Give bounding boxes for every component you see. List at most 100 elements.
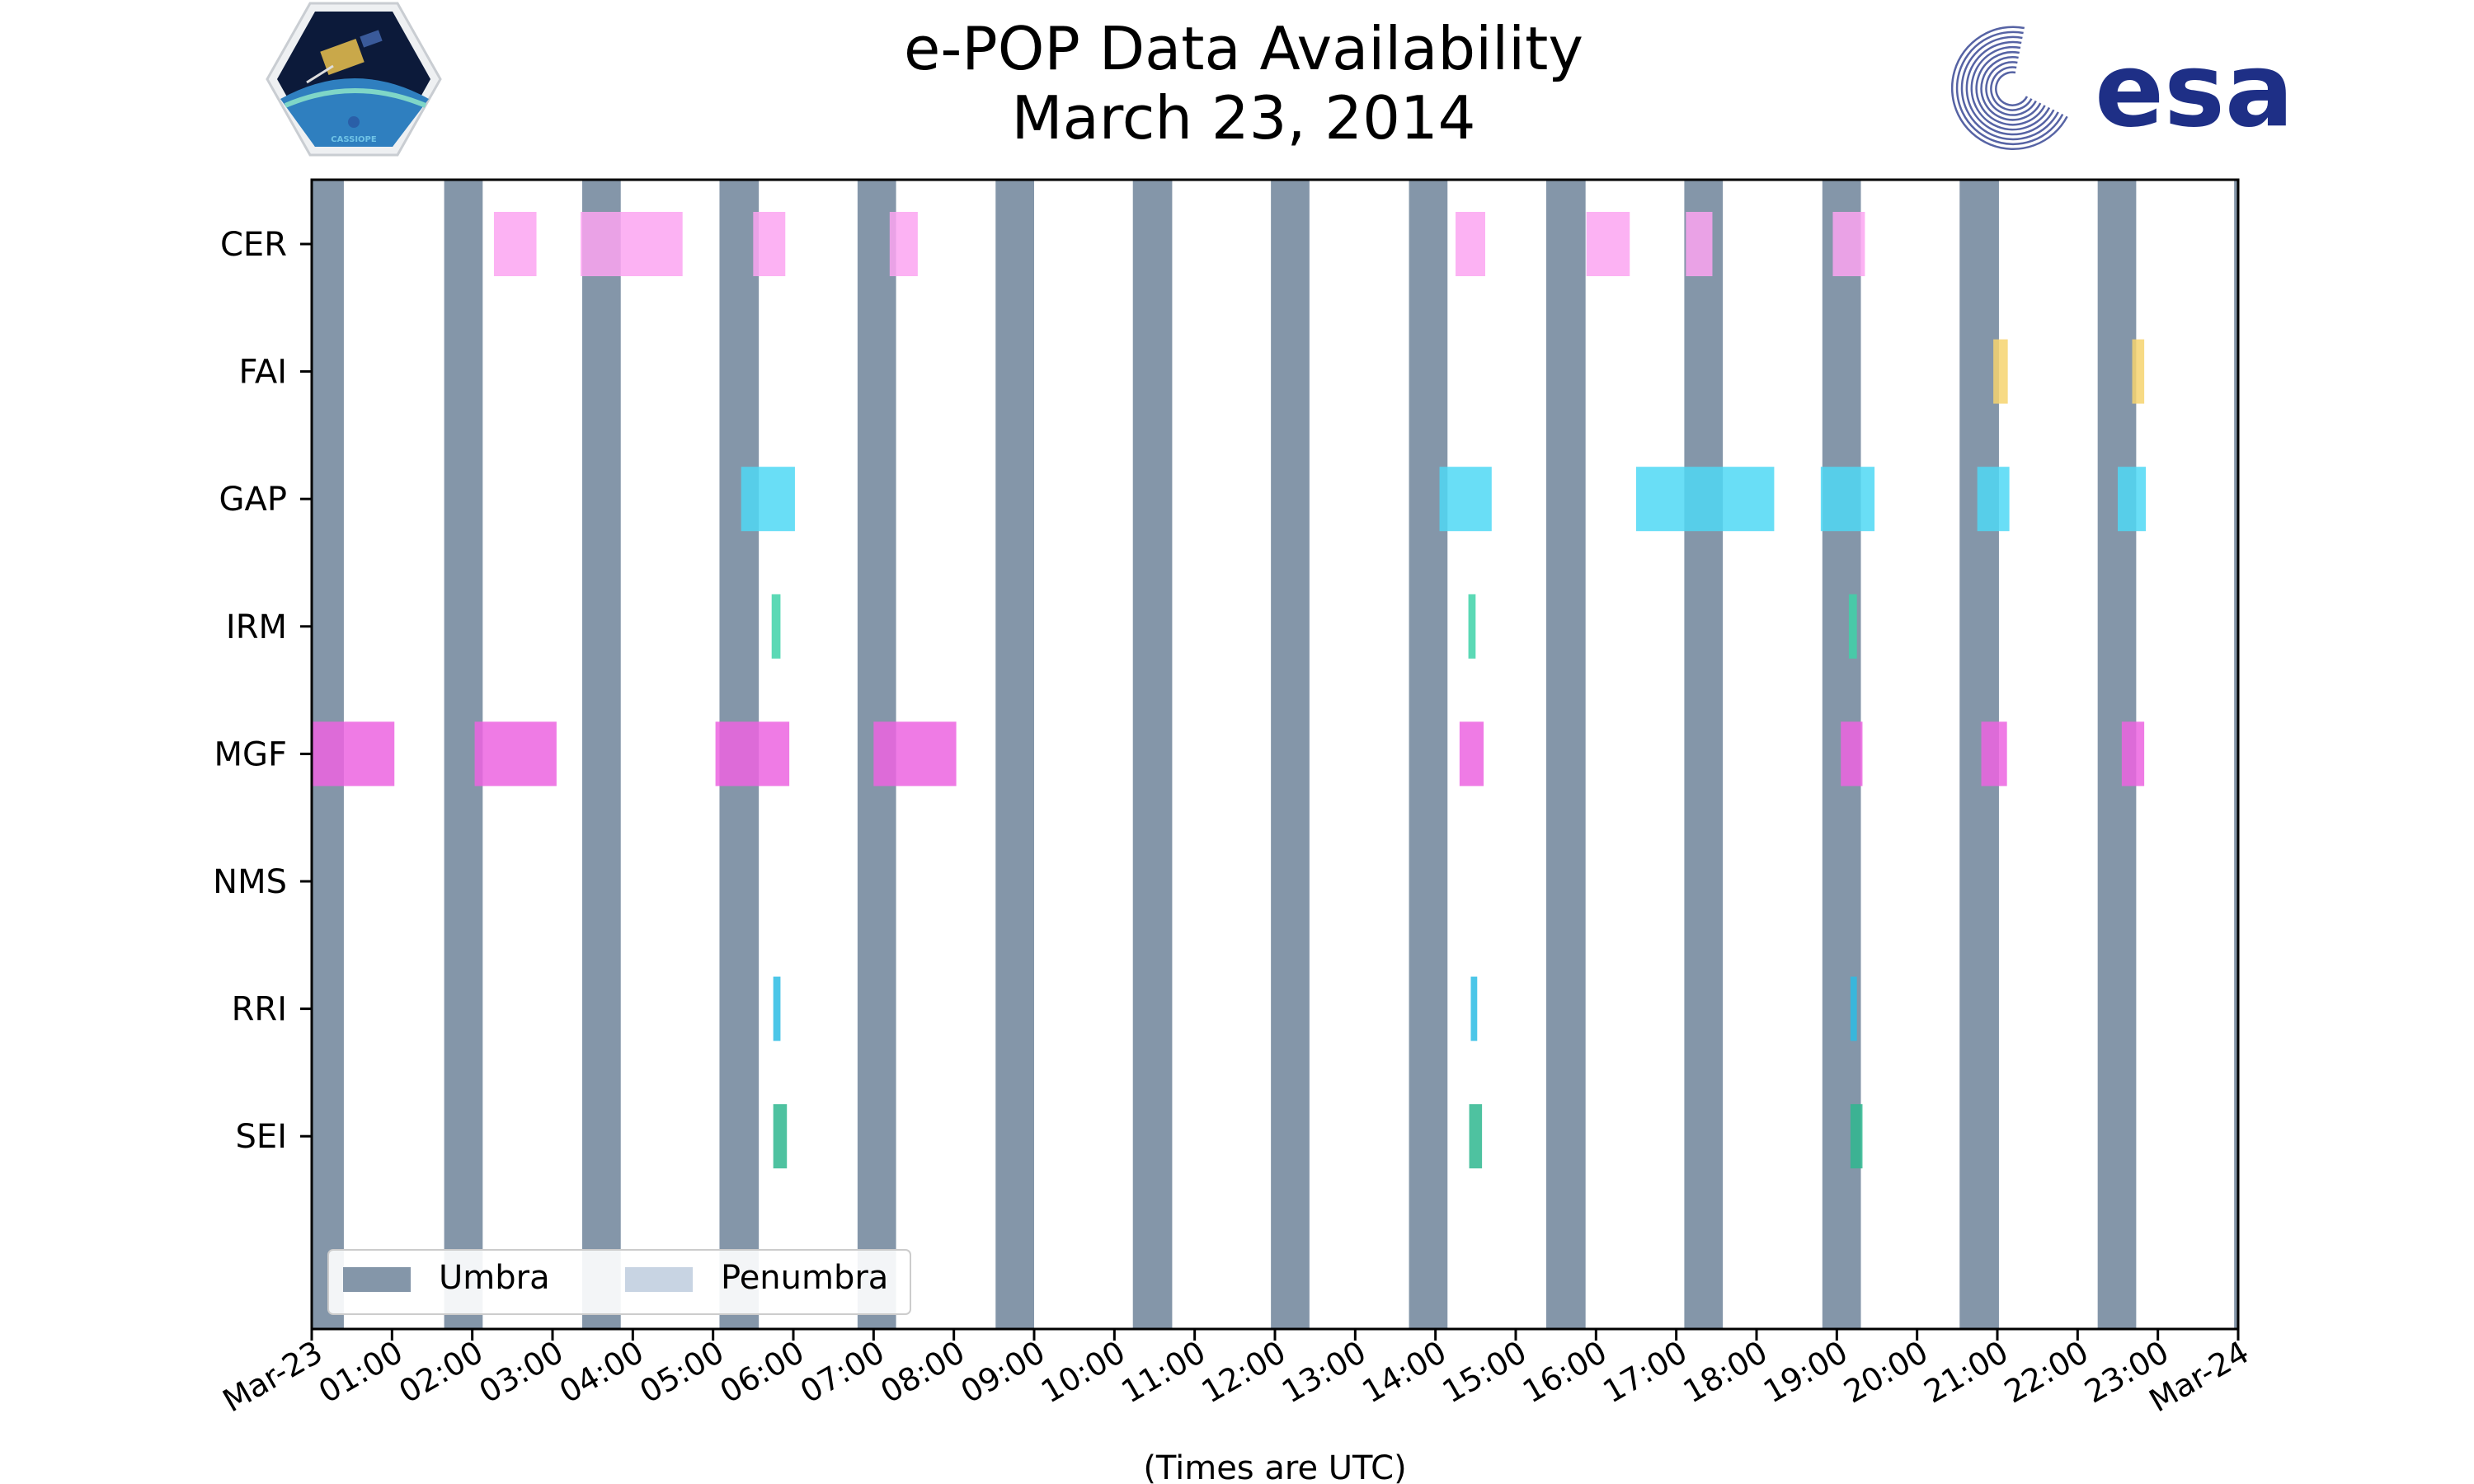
legend-penumbra-swatch — [625, 1267, 693, 1292]
x-axis-ticks: Mar-2301:0002:0003:0004:0005:0006:0007:0… — [217, 1329, 2255, 1419]
umbra-band — [995, 180, 1034, 1329]
y-axis-ticks: CER FAI GAP IRM MGF NMS RRI SEI — [213, 226, 312, 1156]
esa-swirl-line — [1955, 31, 2064, 146]
x-tick-label: 01:00 — [313, 1334, 409, 1411]
x-tick-label: 09:00 — [955, 1334, 1051, 1411]
x-tick-label: 22:00 — [1998, 1334, 2095, 1411]
interval-bar-cer — [493, 212, 537, 276]
umbra-band — [582, 180, 621, 1329]
chart-title-line-2: March 23, 2014 — [1012, 83, 1476, 153]
y-tick-label: SEI — [236, 1118, 287, 1156]
esa-swirl-line — [1985, 61, 2037, 116]
esa-swirl-line — [1975, 51, 2046, 126]
x-tick-label: 21:00 — [1918, 1334, 2015, 1411]
interval-bar-sei — [773, 1104, 788, 1169]
interval-bar-sei — [1469, 1104, 1483, 1169]
esa-swirl-line — [1990, 66, 2033, 111]
interval-bar-gap — [1977, 467, 2010, 532]
esa-swirl-line — [1995, 71, 2029, 106]
interval-bar-cer — [1456, 212, 1486, 276]
chart-title-line-1: e-POP Data Availability — [904, 14, 1583, 83]
x-tick-label: 05:00 — [633, 1334, 730, 1411]
y-tick-label: FAI — [239, 354, 288, 392]
interval-bar-mgf — [873, 721, 957, 787]
legend-umbra-swatch — [343, 1267, 411, 1292]
x-tick-label: Mar-23 — [217, 1334, 329, 1420]
interval-bar-mgf — [474, 721, 557, 787]
interval-bar-irm — [1468, 594, 1476, 659]
interval-bar-irm — [1848, 594, 1857, 659]
esa-swirl-line — [1980, 56, 2042, 121]
x-tick-label: 04:00 — [553, 1334, 650, 1411]
legend: Umbra Penumbra — [327, 1249, 911, 1315]
y-tick-label: RRI — [232, 991, 287, 1029]
interval-bar-gap — [1439, 467, 1492, 532]
esa-swirl-line — [1950, 26, 2068, 150]
umbra-band — [1409, 180, 1448, 1329]
interval-bar-irm — [771, 594, 781, 659]
interval-bar-sei — [1850, 1104, 1863, 1169]
x-tick-label: 12:00 — [1196, 1334, 1292, 1411]
interval-bar-cer — [1832, 212, 1865, 276]
x-tick-label: 18:00 — [1677, 1334, 1774, 1411]
umbra-band — [1684, 180, 1724, 1329]
x-tick-label: 06:00 — [714, 1334, 811, 1411]
interval-bar-mgf — [1841, 721, 1863, 787]
x-tick-label: 02:00 — [393, 1334, 489, 1411]
interval-bar-gap — [741, 467, 795, 532]
satellite-icon — [306, 30, 383, 84]
interval-bar-gap — [2118, 467, 2147, 532]
x-tick-label: 08:00 — [874, 1334, 971, 1411]
instrument-intervals — [312, 212, 2147, 1169]
esa-swirl-line — [1965, 40, 2055, 136]
interval-bar-fai — [1993, 339, 2008, 404]
legend-box — [327, 1249, 911, 1315]
y-tick-label: IRM — [226, 608, 287, 646]
x-tick-label: 16:00 — [1517, 1334, 1613, 1411]
esa-swirl-icon — [1950, 26, 2068, 150]
interval-bar-rri — [773, 976, 781, 1041]
x-tick-label: 10:00 — [1035, 1334, 1131, 1411]
interval-bar-mgf — [312, 721, 395, 787]
x-axis-label: (Times are UTC) — [1143, 1449, 1406, 1484]
interval-bar-gap — [1820, 467, 1875, 532]
y-tick-label: CER — [220, 226, 287, 264]
interval-bar-gap — [1636, 467, 1775, 532]
x-tick-label: 13:00 — [1276, 1334, 1372, 1411]
plot-area: CER FAI GAP IRM MGF NMS RRI SEI Mar-2301:0002:0… — [213, 178, 2255, 1419]
y-tick-label: MGF — [214, 735, 287, 773]
legend-penumbra-label: Penumbra — [721, 1259, 888, 1297]
interval-bar-fai — [2132, 339, 2145, 404]
x-tick-label: 03:00 — [473, 1334, 570, 1411]
x-tick-label: 19:00 — [1757, 1334, 1854, 1411]
interval-bar-cer — [753, 212, 786, 276]
plot-frame — [310, 178, 2240, 1331]
esa-swirl-line — [1960, 35, 2059, 141]
x-tick-label: 14:00 — [1356, 1334, 1452, 1411]
interval-bar-cer — [1586, 212, 1630, 276]
x-tick-label: 07:00 — [794, 1334, 891, 1411]
legend-umbra-label: Umbra — [439, 1259, 550, 1297]
x-tick-label: 20:00 — [1837, 1334, 1934, 1411]
y-tick-label: GAP — [219, 481, 287, 519]
umbra-band — [1271, 180, 1310, 1329]
cassiope-mission-badge: CASSIOPE — [266, 2, 442, 157]
interval-bar-mgf — [2121, 721, 2145, 787]
umbra-band — [1545, 180, 1586, 1329]
interval-bar-rri — [1470, 976, 1478, 1041]
x-tick-label: 15:00 — [1437, 1334, 1533, 1411]
interval-bar-mgf — [715, 721, 790, 787]
cassiope-badge-text: CASSIOPE — [331, 135, 377, 144]
interval-bar-mgf — [1981, 721, 2007, 787]
interval-bar-mgf — [1459, 721, 1484, 787]
interval-bar-cer — [889, 212, 918, 276]
esa-logo-text: esa — [2095, 31, 2294, 150]
x-tick-label: 11:00 — [1115, 1334, 1211, 1411]
esa-swirl-line — [1970, 45, 2051, 131]
interval-bar-cer — [581, 212, 683, 276]
umbra-band — [2234, 180, 2238, 1329]
interval-bar-rri — [1850, 976, 1857, 1041]
umbra-band — [1132, 180, 1173, 1329]
x-tick-label: 17:00 — [1597, 1334, 1693, 1411]
